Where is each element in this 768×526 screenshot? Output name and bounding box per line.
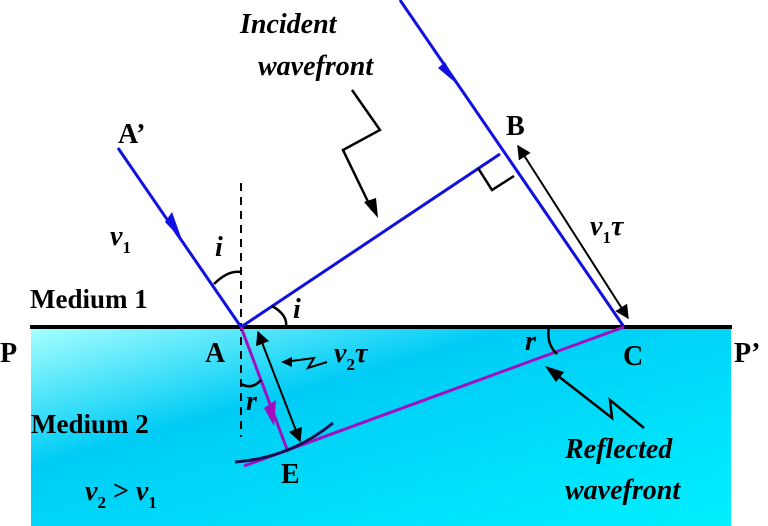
incident-ray-left bbox=[116, 147, 243, 328]
point-A-label: A bbox=[205, 338, 226, 369]
v1-label: v1 bbox=[110, 221, 131, 257]
incident-pointer-arrowhead-icon bbox=[364, 198, 378, 218]
incident-wavefront-pointer-icon bbox=[341, 89, 382, 211]
point-P-label: P bbox=[0, 338, 17, 369]
point-C-label: C bbox=[623, 341, 643, 372]
medium-2-region bbox=[31, 327, 731, 526]
angle-r-label-left: r bbox=[246, 386, 258, 417]
refracted-wavefront-line bbox=[243, 325, 625, 468]
angle-i-arc-bottom bbox=[271, 304, 288, 328]
v1tau-distance-arrow bbox=[517, 144, 629, 320]
reflected-label-2: wavefront bbox=[565, 475, 681, 506]
v2tau-distance-arrow bbox=[255, 330, 303, 443]
incident-wavefront-line bbox=[240, 152, 501, 329]
angle-i-label-bottom: i bbox=[293, 294, 301, 325]
point-E-label: E bbox=[281, 459, 300, 490]
incident-label-2: wavefront bbox=[258, 51, 374, 82]
incident-label-1: Incident bbox=[239, 9, 338, 40]
medium-2-label: Medium 2 bbox=[31, 409, 149, 439]
velocity-condition-label: v2 > v1 bbox=[85, 476, 157, 512]
incident-ray-left-arrow-icon bbox=[165, 212, 182, 240]
medium-1-label: Medium 1 bbox=[30, 284, 148, 314]
right-angle-marker bbox=[476, 167, 515, 192]
reflected-label-1: Reflected bbox=[564, 434, 673, 465]
angle-r-arc-left bbox=[240, 379, 262, 388]
reflected-pointer-arrowhead-icon bbox=[545, 366, 564, 382]
v1tau-label: v1τ bbox=[590, 211, 625, 247]
reflected-wavefront-pointer-icon bbox=[552, 371, 645, 429]
incident-ray-right-arrow-icon bbox=[438, 62, 457, 84]
incident-ray-right bbox=[398, 0, 626, 328]
v2tau-pointer-arrowhead-icon bbox=[281, 357, 292, 367]
point-A-prime-label: A’ bbox=[118, 119, 145, 150]
v2tau-pointer-icon bbox=[283, 356, 328, 370]
angle-i-label-top: i bbox=[215, 232, 223, 263]
secondary-wavelet-arc bbox=[234, 421, 334, 464]
angle-r-label-right: r bbox=[525, 326, 537, 357]
point-P-prime-label: P’ bbox=[734, 338, 760, 369]
point-B-label: B bbox=[506, 111, 525, 142]
angle-r-arc-right bbox=[547, 326, 558, 355]
v2tau-label: v2τ bbox=[334, 338, 369, 374]
angle-i-arc-top bbox=[213, 270, 242, 285]
